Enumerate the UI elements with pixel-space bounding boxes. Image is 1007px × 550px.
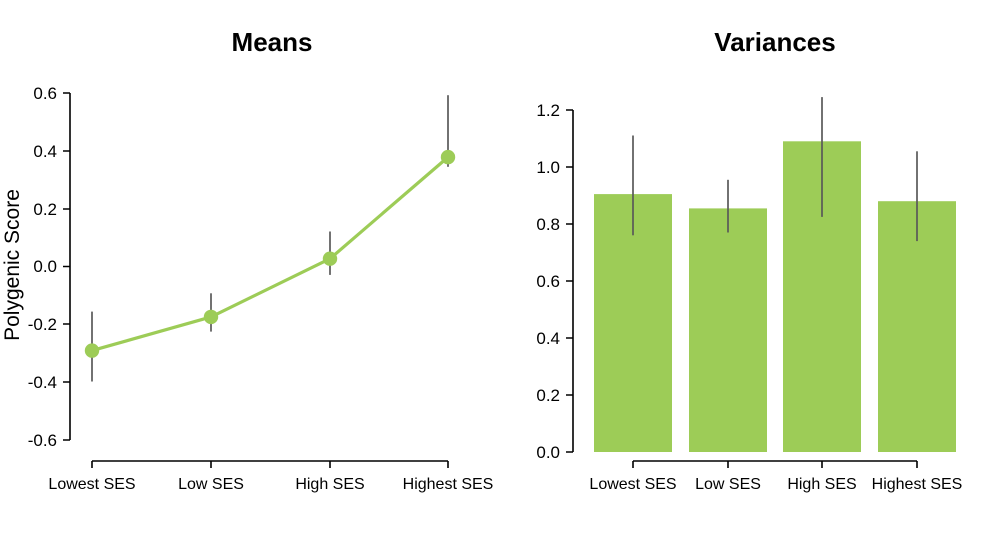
means-errorbars (91, 95, 449, 382)
means-xtick-high: High SES (295, 476, 364, 493)
var-xtick-lowest: Lowest SES (589, 476, 676, 493)
means-ytick-neg0_2: -0.2 (28, 315, 57, 334)
means-xtick-lowest: Lowest SES (48, 476, 135, 493)
variances-x-axis (632, 460, 918, 468)
means-ytick-0_4: 0.4 (33, 142, 57, 161)
means-ytick-0_6: 0.6 (33, 84, 57, 103)
means-xtick-low: Low SES (178, 476, 244, 493)
means-ytick-neg0_4: -0.4 (28, 373, 57, 392)
means-point-1 (203, 309, 219, 325)
variances-bars (594, 141, 956, 453)
means-y-axis-label: Polygenic Score (1, 189, 24, 341)
variances-errorbars (632, 97, 918, 242)
var-ytick-0_8: 0.8 (536, 215, 560, 234)
means-y-axis (63, 92, 71, 441)
variances-y-axis (566, 109, 574, 453)
means-point-2 (322, 251, 338, 266)
panel-means: Means Polygenic Score 0.6 0.4 0.2 0.0 -0… (1, 27, 493, 493)
var-ytick-1_0: 1.0 (536, 158, 560, 177)
means-ytick-0_0: 0.0 (33, 257, 57, 276)
variances-x-ticklabels: Lowest SES Low SES High SES Highest SES (589, 476, 962, 493)
var-ytick-0_2: 0.2 (536, 386, 560, 405)
means-title: Means (232, 27, 313, 57)
means-markers (84, 149, 456, 358)
variances-bar-0 (594, 194, 672, 452)
means-y-ticklabels: 0.6 0.4 0.2 0.0 -0.2 -0.4 -0.6 (28, 84, 57, 450)
var-ytick-1_2: 1.2 (536, 101, 560, 120)
means-series-line (90, 155, 450, 353)
means-x-ticklabels: Lowest SES Low SES High SES Highest SES (48, 476, 493, 493)
means-point-0 (84, 343, 100, 358)
variances-bar-3 (878, 201, 956, 452)
variances-bar-1 (689, 208, 767, 452)
panel-variances: Variances 1.2 1.0 0.8 0.6 0.4 0.2 0.0 (536, 27, 962, 493)
means-x-axis (91, 460, 449, 468)
var-ytick-0_4: 0.4 (536, 329, 560, 348)
variances-title: Variances (714, 27, 835, 57)
variances-y-ticklabels: 1.2 1.0 0.8 0.6 0.4 0.2 0.0 (536, 101, 560, 462)
var-xtick-low: Low SES (695, 476, 761, 493)
var-ytick-0_6: 0.6 (536, 272, 560, 291)
means-xtick-highest: Highest SES (403, 476, 494, 493)
var-xtick-highest: Highest SES (872, 476, 963, 493)
var-ytick-0_0: 0.0 (536, 443, 560, 462)
means-ytick-neg0_6: -0.6 (28, 431, 57, 450)
var-xtick-high: High SES (787, 476, 856, 493)
means-point-3 (440, 149, 456, 165)
means-ytick-0_2: 0.2 (33, 200, 57, 219)
